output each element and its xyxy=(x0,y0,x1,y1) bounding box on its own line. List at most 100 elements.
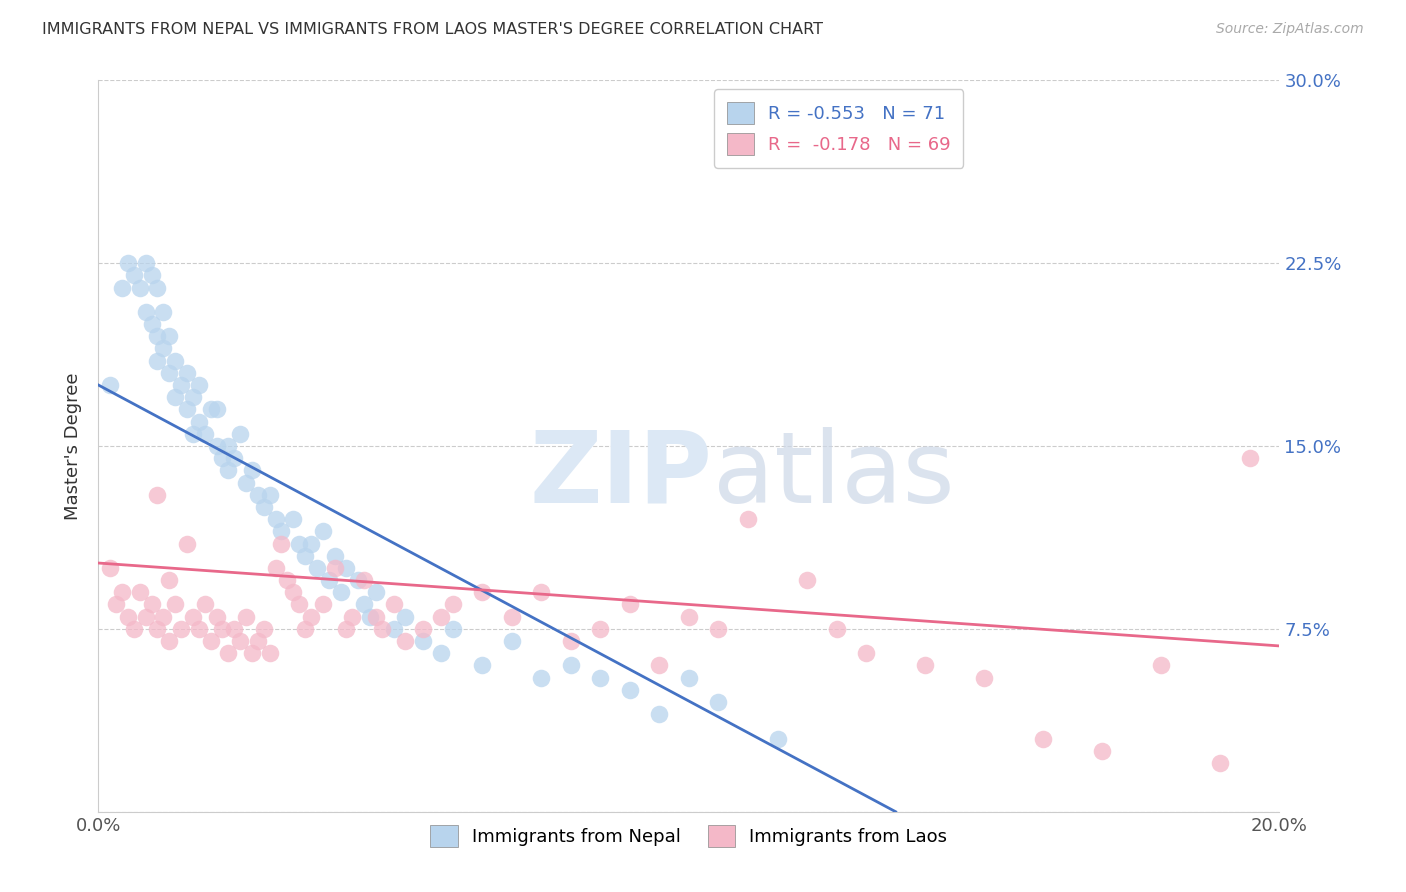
Y-axis label: Master's Degree: Master's Degree xyxy=(65,372,83,520)
Point xyxy=(194,426,217,441)
Point xyxy=(335,561,357,575)
Point xyxy=(707,695,730,709)
Point xyxy=(211,451,233,466)
Point xyxy=(152,305,174,319)
Point xyxy=(501,634,523,648)
Point xyxy=(382,598,405,612)
Point xyxy=(187,415,209,429)
Point xyxy=(224,622,246,636)
Point xyxy=(342,609,364,624)
Point xyxy=(648,658,671,673)
Point xyxy=(235,609,257,624)
Point xyxy=(105,598,128,612)
Point xyxy=(165,390,187,404)
Point xyxy=(200,402,222,417)
Point xyxy=(246,488,269,502)
Point xyxy=(117,256,139,270)
Point xyxy=(283,512,305,526)
Point xyxy=(619,682,641,697)
Point xyxy=(430,646,453,660)
Point xyxy=(187,622,209,636)
Point xyxy=(471,658,494,673)
Point xyxy=(240,463,263,477)
Point xyxy=(259,488,281,502)
Point xyxy=(264,512,287,526)
Point xyxy=(259,646,281,660)
Point xyxy=(471,585,494,599)
Point xyxy=(335,622,357,636)
Point xyxy=(98,561,121,575)
Point xyxy=(737,512,759,526)
Point xyxy=(1032,731,1054,746)
Point xyxy=(1091,744,1114,758)
Point xyxy=(152,342,174,356)
Point xyxy=(288,536,311,550)
Point xyxy=(141,598,163,612)
Point xyxy=(146,488,169,502)
Point xyxy=(229,634,252,648)
Point xyxy=(560,634,582,648)
Point xyxy=(283,585,305,599)
Point xyxy=(1209,756,1232,770)
Point xyxy=(122,268,145,283)
Point xyxy=(312,598,335,612)
Point xyxy=(205,439,228,453)
Point xyxy=(187,378,209,392)
Point xyxy=(323,549,346,563)
Point xyxy=(152,609,174,624)
Point xyxy=(181,426,204,441)
Point xyxy=(229,426,252,441)
Point xyxy=(217,439,239,453)
Point xyxy=(441,598,464,612)
Point xyxy=(394,634,416,648)
Point xyxy=(157,634,180,648)
Point xyxy=(318,573,340,587)
Point xyxy=(796,573,818,587)
Point xyxy=(501,609,523,624)
Point xyxy=(246,634,269,648)
Point xyxy=(253,500,276,514)
Point xyxy=(276,573,298,587)
Point xyxy=(299,609,322,624)
Point xyxy=(678,671,700,685)
Point xyxy=(973,671,995,685)
Point xyxy=(157,573,180,587)
Point xyxy=(530,671,553,685)
Point xyxy=(270,524,292,539)
Point xyxy=(312,524,335,539)
Point xyxy=(270,536,292,550)
Point xyxy=(176,402,198,417)
Point xyxy=(141,268,163,283)
Point xyxy=(347,573,370,587)
Point xyxy=(382,622,405,636)
Point xyxy=(98,378,121,392)
Point xyxy=(128,280,150,294)
Point xyxy=(205,402,228,417)
Text: Source: ZipAtlas.com: Source: ZipAtlas.com xyxy=(1216,22,1364,37)
Point xyxy=(412,622,434,636)
Point xyxy=(430,609,453,624)
Point xyxy=(560,658,582,673)
Point xyxy=(364,585,387,599)
Point xyxy=(294,549,316,563)
Point xyxy=(353,573,375,587)
Point xyxy=(1150,658,1173,673)
Point xyxy=(146,622,169,636)
Point xyxy=(141,317,163,331)
Point xyxy=(305,561,328,575)
Point xyxy=(205,609,228,624)
Point xyxy=(146,329,169,343)
Point xyxy=(825,622,848,636)
Point xyxy=(217,463,239,477)
Point xyxy=(294,622,316,636)
Text: ZIP: ZIP xyxy=(530,426,713,524)
Point xyxy=(253,622,276,636)
Point xyxy=(359,609,381,624)
Point xyxy=(648,707,671,722)
Point xyxy=(364,609,387,624)
Point xyxy=(240,646,263,660)
Point xyxy=(619,598,641,612)
Point xyxy=(323,561,346,575)
Point xyxy=(1239,451,1261,466)
Point xyxy=(135,609,157,624)
